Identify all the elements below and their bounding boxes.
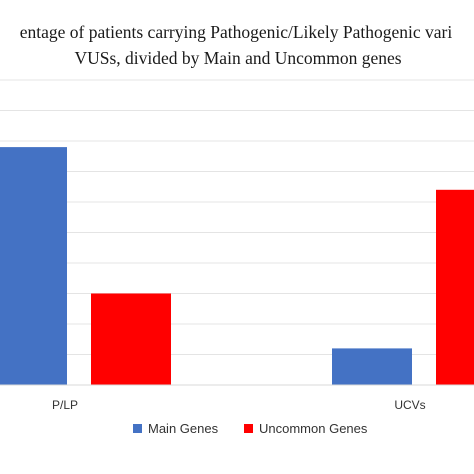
category-label-p-lp: P/LP [52,398,78,412]
bar-uncommon-genes-ucvs [436,189,474,385]
bar-main-genes-p-lp [0,147,67,385]
bar-main-genes-ucvs [332,348,412,385]
legend: Main Genes Uncommon Genes [133,421,368,436]
bar-uncommon-genes-p-lp [91,293,171,385]
legend-label-main-genes: Main Genes [148,421,219,436]
bars [0,147,474,385]
category-label-ucvs: UCVs [394,398,425,412]
legend-swatch-uncommon-genes [244,424,253,433]
chart-title-line-1: entage of patients carrying Pathogenic/L… [20,22,453,42]
chart-title-line-2: VUSs, divided by Main and Uncommon genes [74,48,401,68]
legend-label-uncommon-genes: Uncommon Genes [259,421,368,436]
gridlines [0,79,474,355]
category-labels: P/LP UCVs [52,398,426,412]
legend-swatch-main-genes [133,424,142,433]
